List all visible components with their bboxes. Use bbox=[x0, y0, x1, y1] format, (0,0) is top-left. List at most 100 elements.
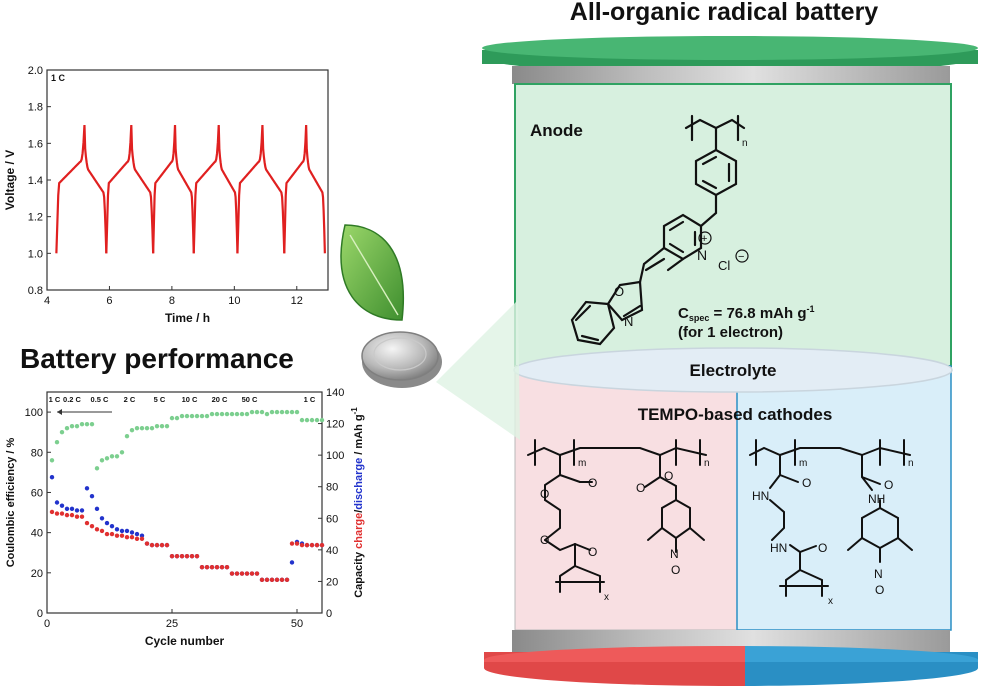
anode-n-subscript: n bbox=[742, 138, 748, 149]
data-point-discharge bbox=[139, 536, 145, 542]
y-left-tick-label: 60 bbox=[31, 487, 43, 499]
plot-frame bbox=[46, 391, 323, 614]
anode-n-atom: N bbox=[697, 247, 707, 263]
data-point-discharge bbox=[284, 577, 290, 583]
rate-label: 0.2 C bbox=[63, 395, 82, 404]
rate-corner-label: 1 C bbox=[51, 73, 66, 83]
y-left-tick-label: 80 bbox=[31, 447, 43, 459]
data-point-coulombic-efficiency bbox=[249, 409, 255, 415]
data-point-coulombic-efficiency bbox=[319, 417, 325, 423]
data-point-coulombic-efficiency bbox=[289, 409, 295, 415]
data-point-discharge bbox=[229, 571, 235, 576]
data-point-coulombic-efficiency bbox=[279, 409, 285, 415]
data-point-discharge bbox=[199, 565, 205, 570]
data-point-coulombic-efficiency bbox=[299, 417, 305, 423]
cr-n-atom: N bbox=[874, 567, 883, 581]
data-point-discharge bbox=[314, 542, 320, 548]
data-point-coulombic-efficiency bbox=[114, 454, 120, 459]
top-steel-band bbox=[512, 66, 950, 84]
y-right-tick-label: 120 bbox=[326, 419, 344, 431]
bottom-cap-right-top bbox=[745, 646, 979, 662]
y-left-tick-label: 40 bbox=[31, 528, 43, 540]
cathode-right-structure bbox=[749, 439, 913, 597]
data-point-discharge bbox=[244, 571, 250, 576]
data-point-discharge bbox=[289, 541, 295, 546]
data-point-discharge bbox=[144, 541, 150, 546]
data-point-coulombic-efficiency bbox=[89, 421, 95, 427]
data-point-coulombic-efficiency bbox=[314, 417, 320, 423]
data-point-charge bbox=[59, 503, 65, 508]
data-point-charge bbox=[139, 533, 145, 538]
data-point-discharge bbox=[104, 531, 110, 537]
chloride-label: Cl bbox=[718, 258, 730, 273]
y-right-axis-label: Capacity charge/discharge / mAh g-1 bbox=[350, 407, 365, 598]
voltage-cycle-5 bbox=[236, 124, 286, 254]
cr-nh-1: NH bbox=[868, 492, 885, 506]
voltage-cycle-2 bbox=[105, 124, 155, 254]
data-point-coulombic-efficiency bbox=[144, 425, 150, 431]
cr-hn-2: HN bbox=[770, 541, 787, 555]
cl-m-subscript: m bbox=[578, 458, 586, 469]
data-point-coulombic-efficiency bbox=[204, 413, 210, 419]
minus-sign: − bbox=[738, 251, 744, 263]
cl-o-5: O bbox=[664, 469, 673, 483]
coin-cell-icon bbox=[361, 331, 442, 388]
performance-heading: Battery performance bbox=[20, 343, 294, 374]
data-point-discharge bbox=[194, 553, 200, 559]
data-point-coulombic-efficiency bbox=[49, 458, 55, 463]
y-left-tick-label: 20 bbox=[31, 568, 43, 580]
data-point-charge bbox=[114, 527, 120, 532]
data-point-discharge bbox=[214, 565, 220, 570]
bottom-steel-band bbox=[512, 630, 950, 652]
y-axis-label: Voltage / V bbox=[3, 150, 17, 210]
data-point-coulombic-efficiency bbox=[154, 423, 160, 429]
data-point-coulombic-efficiency bbox=[284, 409, 290, 415]
data-point-discharge bbox=[304, 542, 310, 548]
cr-o-radical: O bbox=[875, 583, 884, 597]
data-point-charge bbox=[104, 520, 110, 526]
y-left-tick-label: 100 bbox=[25, 407, 43, 419]
battery-cylinder bbox=[482, 36, 979, 687]
data-point-discharge bbox=[119, 533, 125, 538]
rate-label: 50 C bbox=[242, 395, 258, 404]
data-point-coulombic-efficiency bbox=[239, 411, 245, 417]
anode-n2-atom: N bbox=[624, 314, 633, 329]
cathode-left-atoms: O O O O O O N O m n x bbox=[540, 458, 710, 603]
cathode-right-compartment bbox=[736, 365, 952, 631]
cr-x-subscript: x bbox=[828, 596, 833, 607]
cspec-sub: spec bbox=[689, 313, 710, 323]
data-point-coulombic-efficiency bbox=[164, 423, 170, 429]
data-point-discharge bbox=[279, 577, 285, 583]
data-point-coulombic-efficiency bbox=[84, 421, 90, 427]
y-tick-label: 1.4 bbox=[28, 175, 43, 187]
data-point-charge bbox=[119, 528, 125, 534]
y-right-tick-label: 140 bbox=[326, 387, 344, 399]
data-point-charge bbox=[49, 475, 55, 480]
x-tick-label: 6 bbox=[106, 295, 112, 307]
y-right-label-part: / bbox=[353, 510, 365, 513]
cl-o-radical: O bbox=[671, 563, 680, 577]
cr-o-3: O bbox=[884, 478, 893, 492]
data-point-coulombic-efficiency bbox=[124, 434, 130, 439]
data-point-discharge bbox=[154, 542, 160, 548]
cr-m-subscript: m bbox=[799, 458, 807, 469]
data-point-coulombic-efficiency bbox=[139, 425, 145, 431]
data-point-discharge bbox=[309, 542, 315, 548]
x-tick-label: 25 bbox=[166, 618, 178, 630]
rate-label: 20 C bbox=[212, 395, 228, 404]
cl-n-atom: N bbox=[670, 547, 679, 561]
data-point-coulombic-efficiency bbox=[274, 409, 280, 415]
figure-title: All-organic radical battery bbox=[570, 0, 879, 26]
cathode-left-structure bbox=[527, 439, 707, 593]
data-point-discharge bbox=[49, 509, 55, 515]
cspec-exp: -1 bbox=[806, 304, 814, 314]
voltage-cycle-3 bbox=[152, 124, 195, 254]
data-point-discharge bbox=[264, 577, 270, 583]
y-right-tick-label: 40 bbox=[326, 545, 338, 557]
data-point-coulombic-efficiency bbox=[129, 427, 135, 433]
data-point-coulombic-efficiency bbox=[119, 450, 125, 455]
data-point-coulombic-efficiency bbox=[179, 413, 185, 419]
x-tick-label: 8 bbox=[169, 295, 175, 307]
data-point-charge bbox=[84, 486, 90, 491]
y-right-label-part: -1 bbox=[350, 407, 359, 415]
